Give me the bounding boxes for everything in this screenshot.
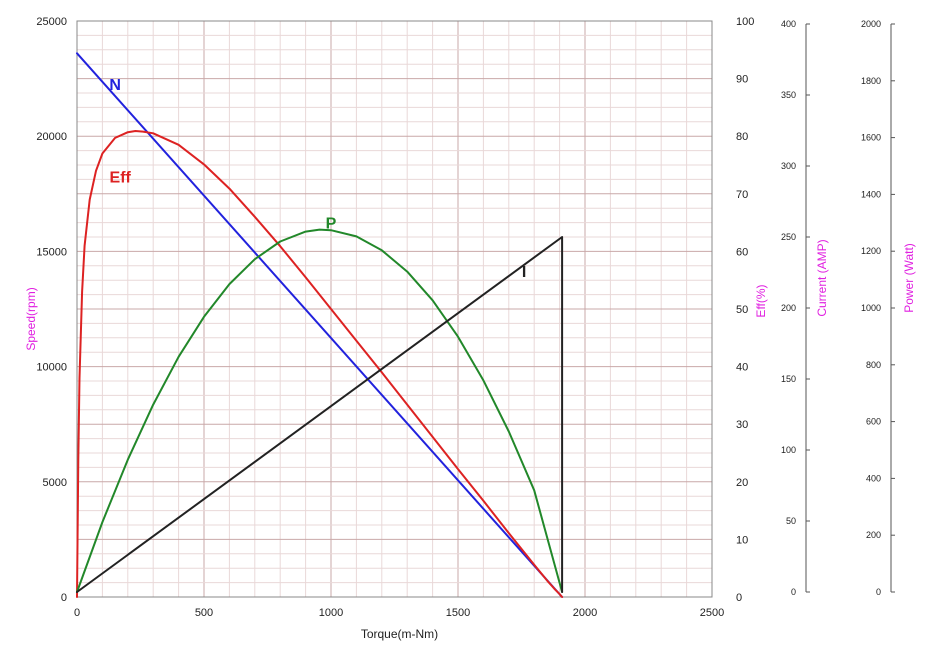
- power-tick-label: 800: [866, 360, 881, 370]
- current-tick-label: 400: [781, 19, 796, 29]
- main-axes: 0 500 1000 1500 2000 2500Torque(m-Nm)05000100…: [24, 16, 768, 641]
- x-tick-label: 1500: [446, 607, 470, 619]
- power-tick-label: 2000: [861, 19, 881, 29]
- plot-border: [76, 20, 713, 598]
- speed-tick-label: 15000: [36, 246, 67, 258]
- power-tick-label: 1200: [861, 246, 881, 256]
- current-tick-label: 0: [791, 587, 796, 597]
- series-line-n: [76, 52, 564, 598]
- current-tick-label: 250: [781, 232, 796, 242]
- current-tick-label: 50: [786, 516, 796, 526]
- x-tick-label: 0: [74, 607, 80, 619]
- speed-tick-label: 0: [61, 592, 67, 604]
- x-tick-label: 500: [195, 607, 213, 619]
- speed-tick-label: 20000: [36, 131, 67, 143]
- eff-tick-label: 70: [736, 189, 748, 201]
- speed-tick-label: 25000: [36, 16, 67, 28]
- series-label-p: P: [326, 215, 337, 232]
- power-tick-label: 1600: [861, 133, 881, 143]
- series-line-p: [76, 228, 564, 593]
- current-tick-label: 150: [781, 374, 796, 384]
- series-label-i: I: [522, 264, 526, 281]
- current-tick-label: 100: [781, 445, 796, 455]
- eff-tick-label: 60: [736, 246, 748, 258]
- eff-tick-label: 20: [736, 477, 748, 489]
- current-tick-label: 300: [781, 161, 796, 171]
- power-tick-label: 1000: [861, 303, 881, 313]
- eff-tick-label: 10: [736, 534, 748, 546]
- speed-axis-label: Speed(rpm): [24, 287, 38, 350]
- grid: [76, 20, 713, 598]
- power-tick-label: 1800: [861, 76, 881, 86]
- eff-tick-label: 50: [736, 304, 748, 316]
- series-label-n: N: [109, 77, 121, 94]
- series-label-eff: Eff: [110, 169, 132, 186]
- power-tick-label: 0: [876, 587, 881, 597]
- eff-tick-label: 30: [736, 419, 748, 431]
- x-tick-label: 1000: [319, 607, 343, 619]
- eff-axis-label: Eff(%): [754, 284, 768, 317]
- power-tick-label: 200: [866, 530, 881, 540]
- power-tick-label: 600: [866, 417, 881, 427]
- series-layer: N Eff P I: [76, 52, 564, 598]
- current-tick-label: 200: [781, 303, 796, 313]
- power-axis-label: Power (Watt): [902, 243, 916, 313]
- current-axis-label: Current (AMP): [815, 239, 829, 316]
- eff-tick-label: 0: [736, 592, 742, 604]
- speed-tick-label: 5000: [43, 477, 67, 489]
- x-tick-label: 2500: [700, 607, 724, 619]
- extra-axes: 0 50 100 150 200 250 300 350 400 Current (AMP) 0 20…: [781, 19, 916, 597]
- x-axis-label: Torque(m-Nm): [361, 627, 438, 641]
- current-tick-label: 350: [781, 90, 796, 100]
- speed-tick-label: 10000: [36, 362, 67, 374]
- series-line-i: [76, 236, 564, 593]
- eff-tick-label: 100: [736, 16, 754, 28]
- eff-tick-label: 40: [736, 362, 748, 374]
- x-tick-label: 2000: [573, 607, 597, 619]
- eff-tick-label: 90: [736, 74, 748, 86]
- series-line-eff: [76, 130, 564, 598]
- power-tick-label: 1400: [861, 189, 881, 199]
- eff-tick-label: 80: [736, 131, 748, 143]
- power-tick-label: 400: [866, 473, 881, 483]
